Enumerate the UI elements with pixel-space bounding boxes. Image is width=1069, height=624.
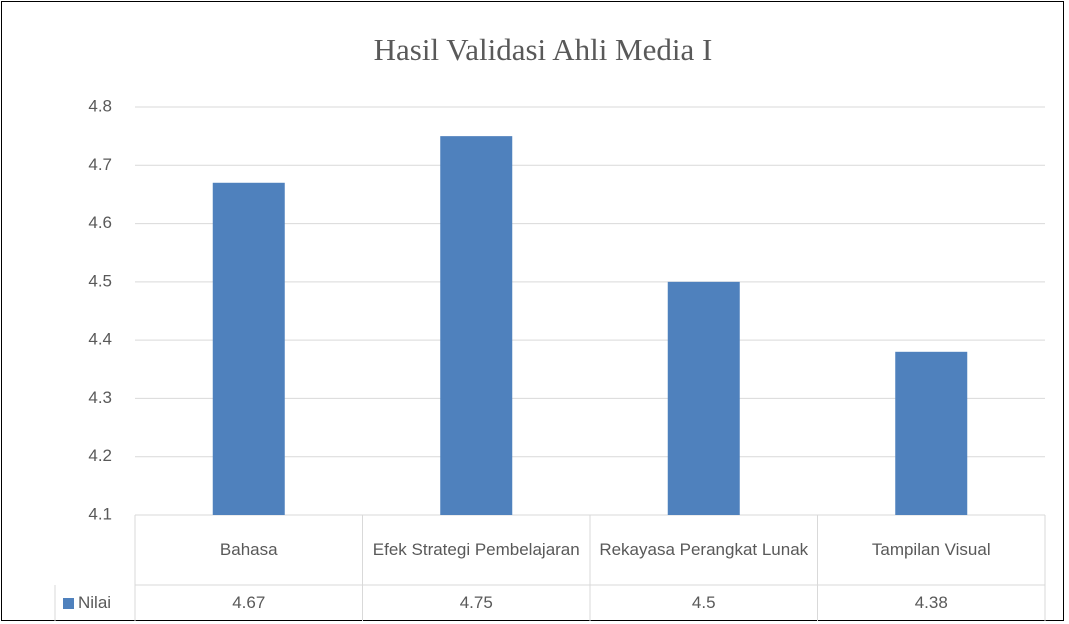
y-tick-label: 4.5 [88, 271, 112, 290]
data-table-value: 4.38 [914, 592, 948, 612]
chart-title: Hasil Validasi Ahli Media I [374, 32, 713, 67]
y-tick-label: 4.6 [88, 213, 112, 232]
x-tick-label: Bahasa [219, 539, 278, 559]
x-tick-label: Rekayasa Perangkat Lunak [599, 539, 809, 559]
legend-label: Nilai [78, 592, 112, 612]
data-table-value: 4.75 [459, 592, 493, 612]
bar [667, 281, 740, 515]
y-tick-label: 4.1 [88, 504, 112, 523]
y-tick-label: 4.8 [88, 96, 112, 115]
legend-swatch [63, 597, 74, 609]
bar [895, 351, 968, 515]
x-tick-label: Tampilan Visual [871, 539, 991, 559]
bar [212, 182, 285, 515]
y-tick-label: 4.3 [88, 388, 112, 407]
y-tick-label: 4.4 [88, 330, 112, 349]
bar [440, 136, 513, 515]
y-tick-label: 4.2 [88, 446, 112, 465]
data-table-value: 4.5 [691, 592, 716, 612]
data-table-value: 4.67 [232, 592, 266, 612]
legend-entry: Nilai [55, 585, 135, 621]
x-tick-label: Efek Strategi Pembelajaran [372, 539, 580, 559]
y-tick-label: 4.7 [88, 155, 112, 174]
